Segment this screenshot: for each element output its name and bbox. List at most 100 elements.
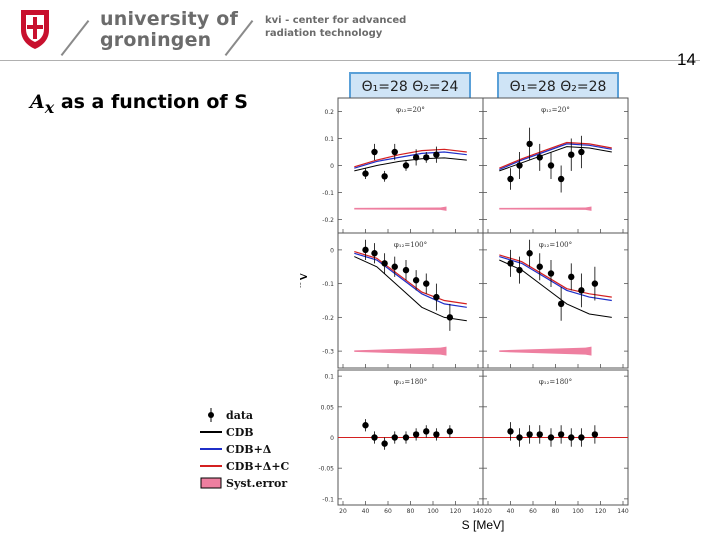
panel-frame — [482, 232, 629, 369]
legend-item-cdb-delta-c: CDB+Δ+C — [196, 459, 316, 476]
legend-label-syst-error: Syst.error — [226, 477, 288, 490]
syst-error-band — [354, 346, 447, 356]
data-point — [578, 148, 585, 156]
data-point — [557, 175, 565, 183]
data-point — [557, 431, 565, 438]
kvi-name-line2: radiation technology — [265, 28, 383, 39]
y-axis-label: Aₓ — [300, 270, 310, 288]
data-point — [526, 431, 533, 438]
data-point — [423, 154, 430, 161]
title-text: as a function of S — [60, 91, 248, 113]
x-tick-label: 120 — [595, 508, 607, 515]
page-number: 14 — [677, 50, 696, 69]
data-point — [547, 162, 555, 169]
kvi-name: kvi - center for advanced radiation tech… — [265, 14, 406, 40]
data-point — [402, 434, 410, 441]
data-point — [433, 293, 440, 301]
legend-syst-error-box-icon — [200, 477, 222, 489]
legend-label-cdb-delta: CDB+Δ — [226, 443, 272, 456]
legend-data-marker-icon — [208, 408, 214, 422]
data-point — [362, 170, 369, 177]
y-tick-label: 0.1 — [324, 136, 334, 143]
y-tick-label: -0.2 — [322, 217, 334, 224]
data-point — [507, 260, 514, 267]
syst-error-band — [354, 206, 447, 211]
data-point — [446, 314, 454, 321]
data-point — [516, 162, 523, 169]
legend-item-data: data — [196, 408, 316, 425]
header-rule — [0, 60, 700, 61]
data-point — [402, 266, 410, 274]
data-point — [591, 280, 599, 287]
curve-cdb-delta — [499, 143, 612, 171]
x-tick-label: 20 — [484, 508, 492, 515]
legend-item-syst-error: Syst.error — [196, 476, 316, 493]
data-point — [526, 250, 533, 257]
data-point — [412, 154, 420, 161]
legend-cdb-line-icon — [200, 431, 222, 433]
legend-cdb-delta-line-icon — [200, 448, 222, 450]
phi-label: φ₁₂=100° — [539, 241, 572, 249]
x-tick-label: 60 — [384, 508, 392, 515]
legend-item-cdb: CDB — [196, 425, 316, 442]
phi-label: φ₁₂=20° — [396, 106, 425, 114]
data-point — [423, 428, 430, 435]
slide-title: Ax as a function of S — [30, 91, 248, 117]
data-point — [412, 431, 420, 438]
data-point — [568, 151, 575, 158]
kvi-name-line1: kvi - center for advanced — [265, 15, 407, 26]
phi-label: φ₁₂=180° — [394, 378, 427, 386]
legend-item-cdb-delta: CDB+Δ — [196, 442, 316, 459]
data-point — [433, 151, 440, 158]
curve-cdb-delta-c — [499, 141, 612, 169]
data-point — [446, 428, 454, 435]
data-point — [516, 434, 523, 441]
data-point — [362, 422, 369, 429]
panel-r1-c1: φ₁₂=20° — [337, 97, 484, 234]
x-tick-label: 40 — [507, 508, 515, 515]
university-name-line2: groningen — [100, 29, 212, 51]
data-point — [507, 428, 514, 435]
x-tick-label: 140 — [472, 508, 484, 515]
data-point — [391, 148, 398, 156]
university-name: university of groningen — [100, 9, 238, 51]
data-point — [547, 434, 555, 441]
legend-label-cdb: CDB — [226, 426, 254, 439]
y-tick-label: 0.05 — [321, 404, 335, 411]
legend-cdb-delta-c-line-icon — [200, 465, 222, 467]
x-tick-label: 120 — [450, 508, 462, 515]
data-point — [371, 148, 378, 156]
header-divider-1 — [60, 20, 90, 56]
x-tick-label: 20 — [339, 508, 347, 515]
curve-cdb-delta-c — [499, 254, 612, 298]
curve-cdb-delta-c — [354, 148, 467, 168]
y-tick-label: 0 — [330, 247, 334, 254]
curve-cdb — [354, 157, 467, 172]
panel-r1-c2: φ₁₂=20° — [482, 97, 629, 234]
panel-r3-c1: φ₁₂=180° — [337, 369, 484, 506]
university-crest-icon — [21, 10, 49, 49]
phi-label: φ₁₂=20° — [541, 106, 570, 114]
x-axis-label: S [MeV] — [462, 518, 505, 532]
y-tick-label: 0 — [330, 163, 334, 170]
curve-cdb-delta-c — [354, 251, 467, 305]
phi-label: φ₁₂=100° — [394, 241, 427, 249]
y-tick-label: 0.1 — [324, 374, 334, 381]
y-tick-label: -0.2 — [322, 315, 334, 322]
syst-error-band — [499, 346, 592, 356]
y-tick-label: 0 — [330, 435, 334, 442]
data-point — [578, 287, 585, 294]
legend-label-cdb-delta-c: CDB+Δ+C — [226, 460, 290, 473]
data-point — [433, 431, 440, 438]
y-tick-label: -0.1 — [322, 281, 334, 288]
legend: data CDB CDB+Δ CDB+Δ+C Syst.error — [196, 408, 316, 493]
university-name-line1: university of — [100, 8, 239, 30]
curve-cdb-delta — [354, 151, 467, 169]
chart: Aₓ 0.2 0.1 0 -0.1 -0.2 φ₁₂=20° φ₁₂=20° 0 -0.1 -0.2… — [300, 97, 629, 532]
y-tick-label: -0.1 — [322, 190, 334, 197]
header: university of groningen kvi - center for… — [0, 0, 720, 62]
data-point — [568, 273, 575, 281]
x-tick-label: 100 — [427, 508, 439, 515]
x-tick-label: 100 — [572, 508, 584, 515]
x-tick-label: 80 — [552, 508, 560, 515]
